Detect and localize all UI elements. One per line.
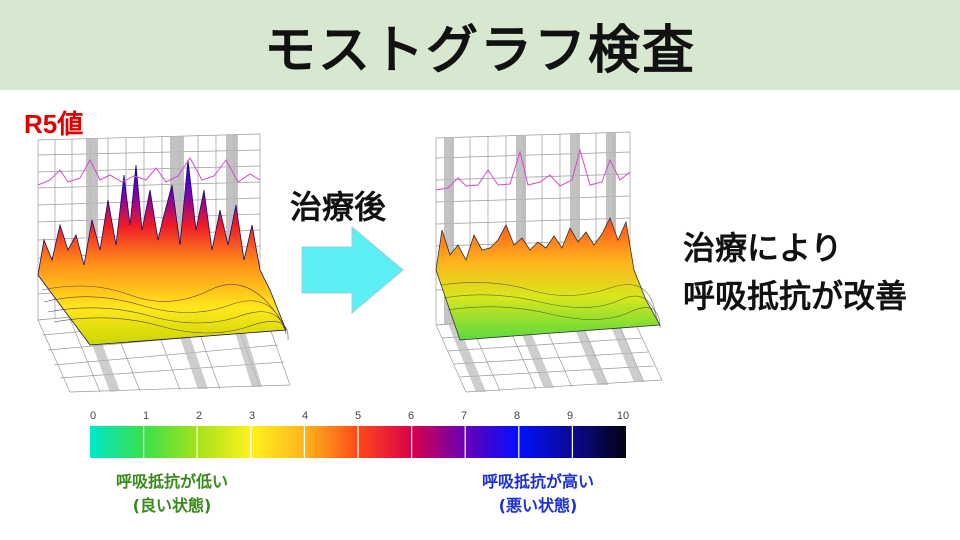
legend-low-resistance: 呼吸抵抗が低い (良い状態) [92, 470, 252, 518]
arrow-right-icon [301, 225, 404, 315]
legend-high-resistance: 呼吸抵抗が高い (悪い状態) [458, 470, 618, 518]
result-text: 治療により 呼吸抵抗が改善 [683, 224, 907, 320]
legend-high-line-2: (悪い状態) [498, 496, 578, 515]
scale-tick: 6 [407, 410, 415, 422]
scale-tick: 10 [616, 410, 630, 422]
legend-low-line-2: (良い状態) [132, 496, 212, 515]
scale-tick: 7 [460, 410, 468, 422]
scale-ticks: 0 1 2 3 4 5 6 7 8 9 10 [90, 410, 630, 426]
scale-tick: 5 [354, 410, 362, 422]
legend-low-line-1: 呼吸抵抗が低い [115, 472, 228, 491]
mostgraph-plot-before [30, 130, 292, 395]
result-line-2: 呼吸抵抗が改善 [683, 277, 908, 315]
scale-tick: 8 [513, 410, 521, 422]
scale-tick: 2 [195, 410, 203, 422]
r5-label: R5値 [24, 109, 84, 139]
scale-tick: 4 [301, 410, 309, 422]
after-treatment-label: 治療後 [290, 188, 387, 226]
scale-tick: 9 [566, 410, 574, 422]
scale-tick: 3 [248, 410, 256, 422]
scale-tick: 1 [142, 410, 150, 422]
resistance-color-scale [90, 426, 626, 458]
legend-high-line-1: 呼吸抵抗が高い [481, 472, 594, 491]
scale-tick: 0 [89, 410, 97, 422]
page-title: モストグラフ検査 [263, 20, 696, 81]
title-bar: モストグラフ検査 [0, 0, 960, 90]
mostgraph-plot-after [430, 130, 664, 395]
result-line-1: 治療により [683, 229, 843, 267]
